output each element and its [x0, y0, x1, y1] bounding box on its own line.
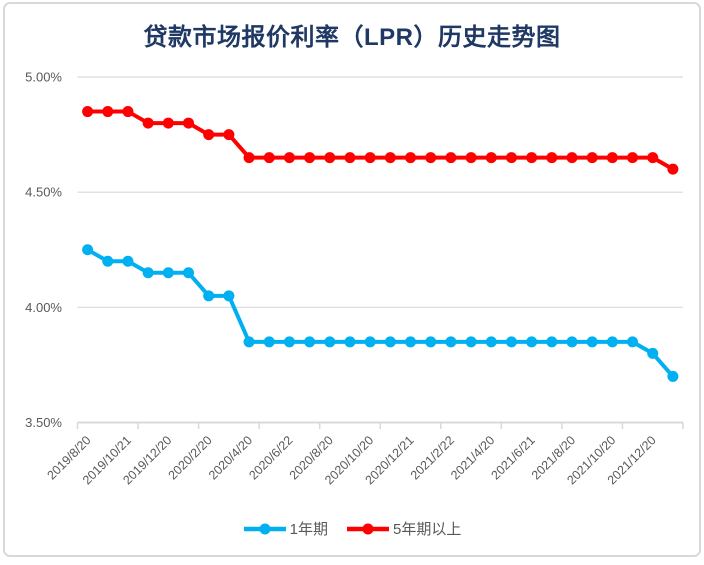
legend-marker-1y-icon [243, 523, 286, 534]
legend-item-5y: 5年期以上 [346, 518, 461, 539]
chart-card: 贷款市场报价利率（LPR）历史走势图 5.00% 4.50% 4.00% 3.50% 2… [3, 2, 701, 557]
legend-label-1y: 1年期 [289, 521, 328, 538]
svg-text:4.50%: 4.50% [25, 185, 62, 200]
svg-text:4.00%: 4.00% [25, 300, 62, 315]
svg-text:3.50%: 3.50% [25, 415, 62, 430]
legend-label-5y: 5年期以上 [393, 521, 462, 538]
legend-marker-5y-icon [347, 523, 389, 534]
chart-legend: 1年期 5年期以上 [5, 518, 699, 539]
legend-item-1y: 1年期 [243, 518, 328, 539]
svg-text:5.00%: 5.00% [25, 70, 62, 85]
chart-title: 贷款市场报价利率（LPR）历史走势图 [143, 24, 561, 51]
lpr-line-chart: 5.00%4.50%4.00%3.50%2019/8/202019/10/212… [25, 70, 684, 487]
